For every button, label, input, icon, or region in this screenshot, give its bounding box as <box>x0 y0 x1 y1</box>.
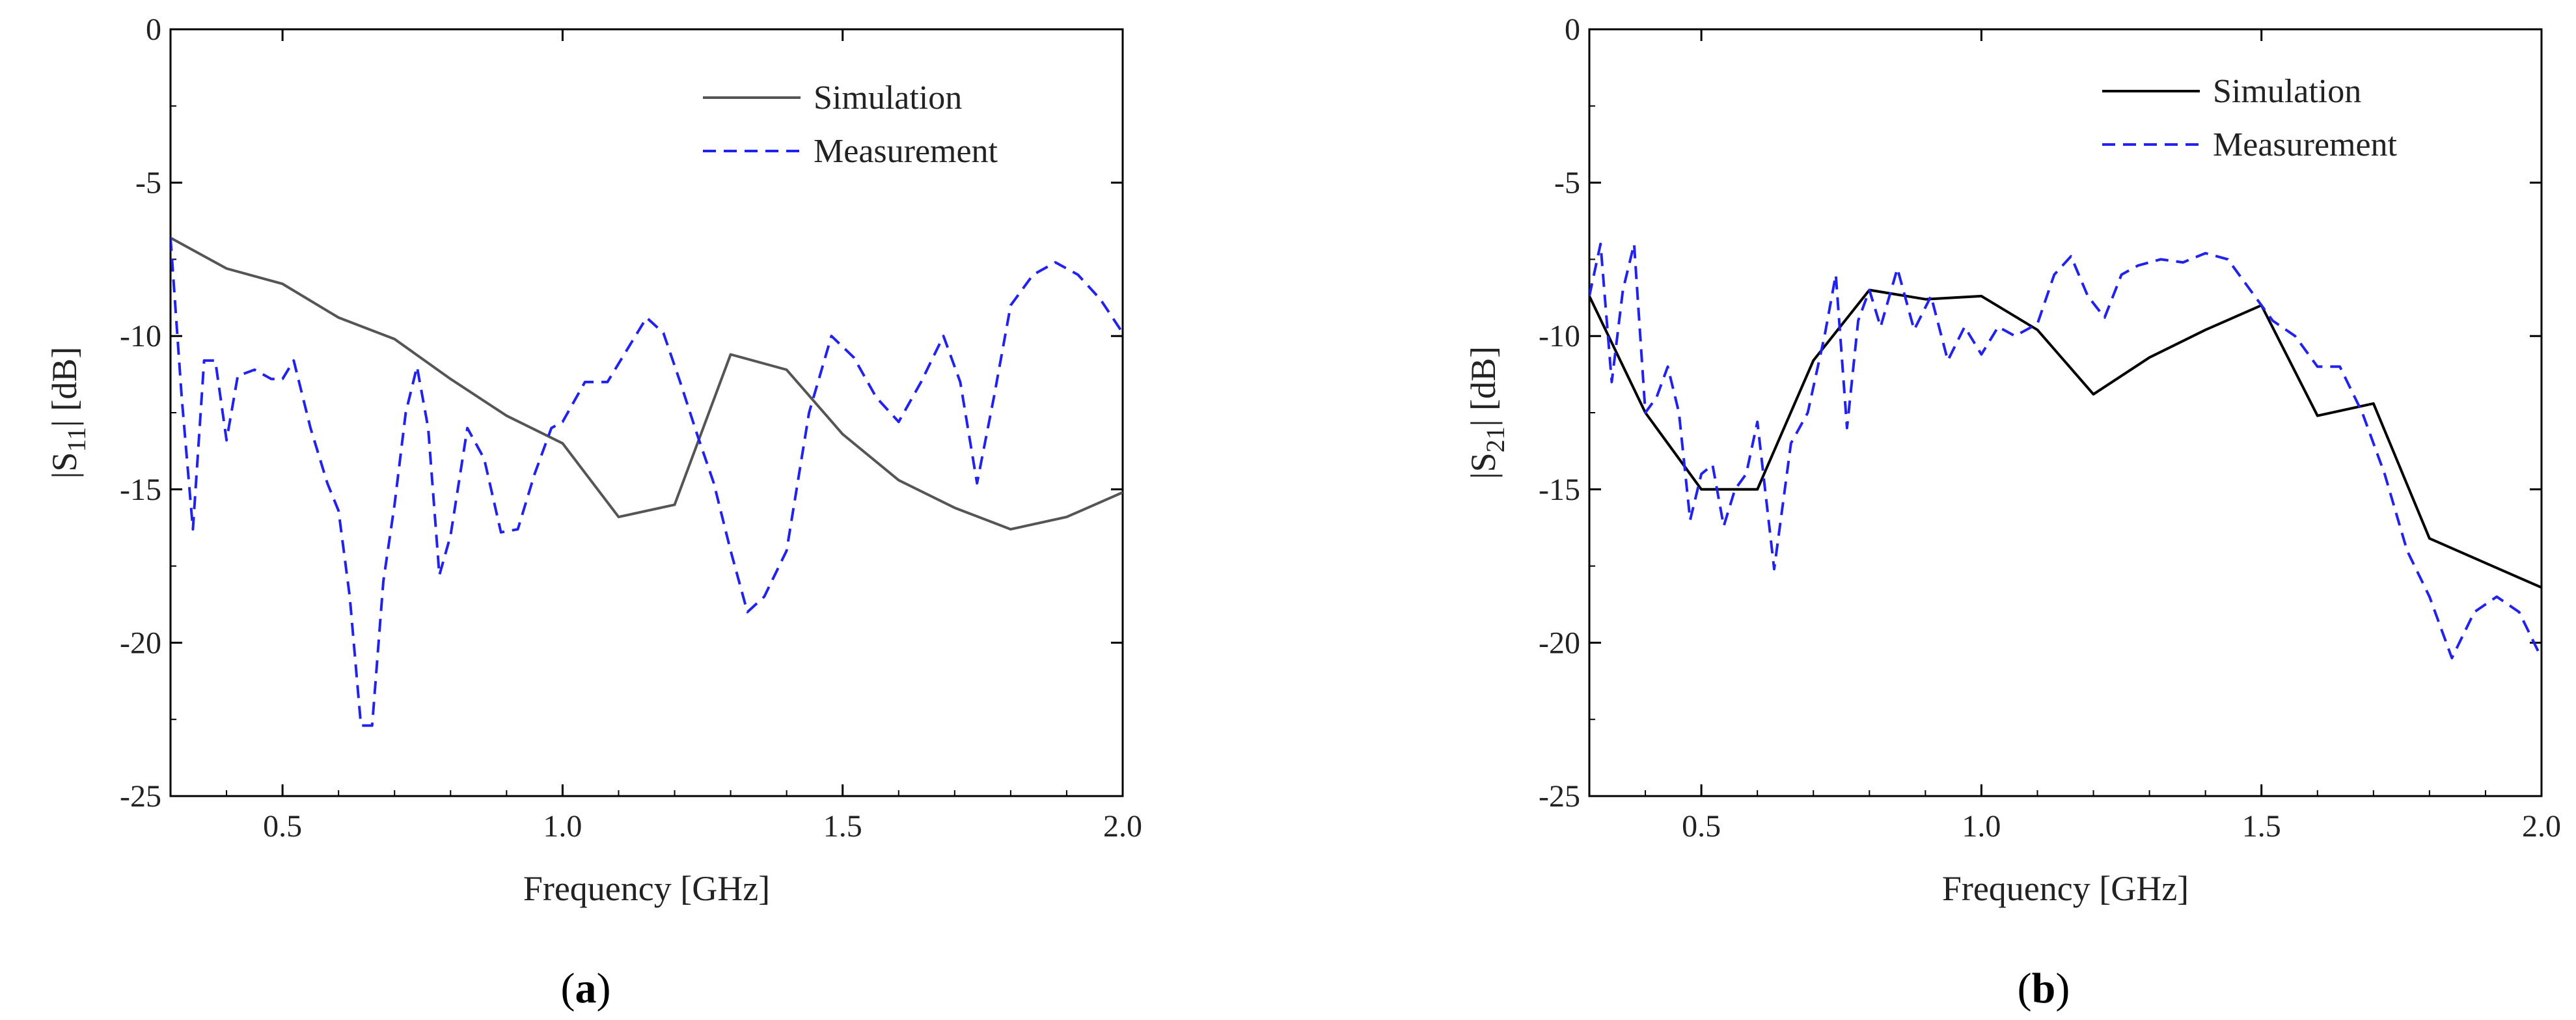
legend-label-simulation: Simulation <box>2213 73 2361 110</box>
x-axis-label: Frequency [GHz] <box>523 869 770 908</box>
y-tick-label: -20 <box>120 626 161 660</box>
y-axis-label-sub: 21 <box>1481 426 1510 452</box>
y-tick-label: -15 <box>1539 473 1580 507</box>
x-tick-label: 2.0 <box>2522 809 2561 844</box>
y-tick-label: -20 <box>1539 626 1580 660</box>
y-tick-label: -10 <box>1539 319 1580 353</box>
plot-frame <box>1588 28 2543 797</box>
y-tick-label: -25 <box>120 779 161 814</box>
x-tick-label: 0.5 <box>1682 809 1721 844</box>
y-tick-label: -10 <box>120 319 161 353</box>
y-axis-label-tail: | [dB] <box>45 347 84 427</box>
panel-label: (b) <box>2018 965 2070 1012</box>
panel-label: (a) <box>561 965 611 1012</box>
series-line-measurement <box>171 238 1123 727</box>
y-tick-label: -5 <box>1554 166 1580 200</box>
legend-label-measurement: Measurement <box>814 133 998 170</box>
y-axis-label: |S21| [dB] <box>1464 346 1510 479</box>
y-axis-label-main: |S <box>1464 452 1503 479</box>
panel-a: 0.5 1.0 1.5 2.0 0 -5 -10 -15 -20 -25 Frequency [GH… <box>45 12 1142 1012</box>
y-tick-label: 0 <box>1565 12 1580 47</box>
y-tick-label: 0 <box>146 12 161 47</box>
panel-b: 0.5 1.0 1.5 2.0 0 -5 -10 -15 -20 -25 Frequency [GH… <box>1464 12 2561 1012</box>
y-tick-label: -25 <box>1539 779 1580 814</box>
x-tick-label: 0.5 <box>263 809 302 844</box>
y-axis-label-main: |S <box>45 452 84 478</box>
y-tick-label: -15 <box>120 473 161 507</box>
series-line-simulation <box>1589 288 2542 589</box>
x-tick-label: 2.0 <box>1103 809 1142 844</box>
x-tick-label: 1.5 <box>2242 809 2281 844</box>
legend-label-measurement: Measurement <box>2213 126 2398 163</box>
y-axis-label-sub: 11 <box>62 427 91 452</box>
y-axis-label-tail: | [dB] <box>1464 346 1503 426</box>
x-axis-label: Frequency [GHz] <box>1942 869 2189 908</box>
series-line-measurement <box>1589 242 2542 659</box>
y-axis-label: |S11| [dB] <box>45 347 91 479</box>
series-line-simulation <box>171 236 1123 531</box>
x-tick-label: 1.0 <box>1962 809 2001 844</box>
legend-label-simulation: Simulation <box>814 79 962 117</box>
x-tick-label: 1.5 <box>823 809 862 844</box>
y-tick-label: -5 <box>135 166 161 200</box>
x-tick-label: 1.0 <box>543 809 582 844</box>
